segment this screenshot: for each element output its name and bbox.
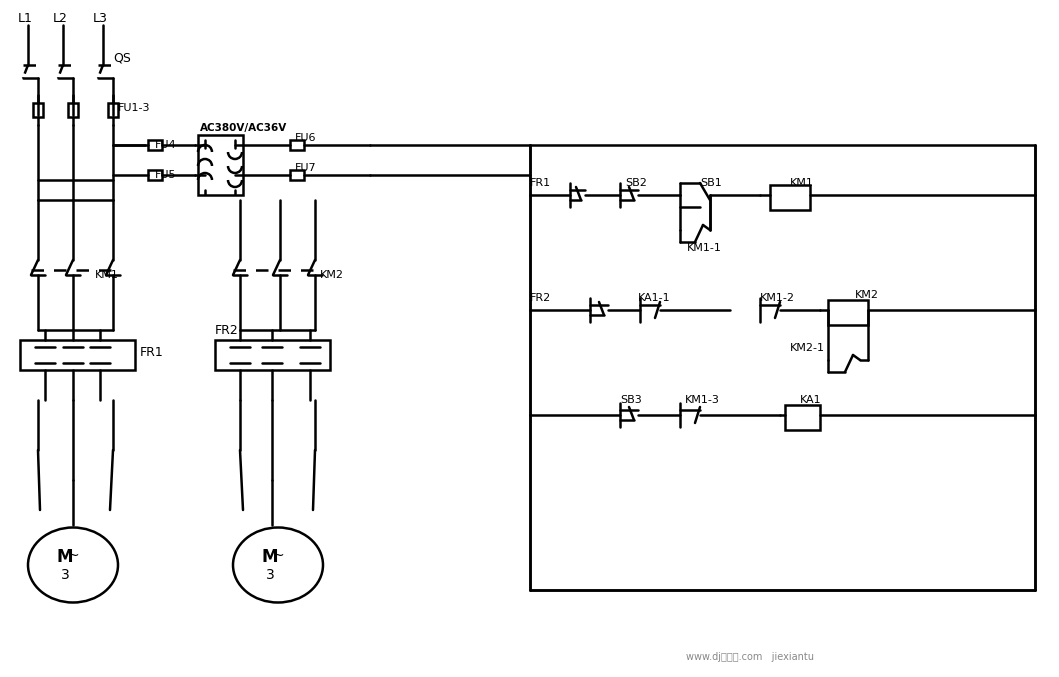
Text: KM1: KM1 — [95, 270, 119, 280]
Text: AC380V/AC36V: AC380V/AC36V — [200, 123, 287, 133]
Bar — [290, 140, 304, 150]
Text: FU5: FU5 — [155, 170, 177, 180]
Text: KM2: KM2 — [320, 270, 344, 280]
Text: KM1-2: KM1-2 — [760, 293, 795, 303]
Bar — [215, 340, 330, 370]
Bar — [108, 103, 118, 117]
Text: M: M — [57, 548, 73, 566]
Text: QS: QS — [113, 51, 131, 64]
Bar — [148, 140, 162, 150]
Text: SB1: SB1 — [700, 178, 722, 188]
Text: FR1: FR1 — [140, 345, 164, 359]
Text: KM2-1: KM2-1 — [790, 343, 825, 353]
Bar — [33, 103, 43, 117]
Text: 3: 3 — [266, 568, 274, 582]
Text: FR2: FR2 — [215, 324, 238, 336]
Text: SB3: SB3 — [620, 395, 642, 405]
Text: ∼: ∼ — [272, 548, 284, 562]
Text: KM1: KM1 — [790, 178, 814, 188]
Text: L1: L1 — [18, 12, 33, 24]
Bar — [290, 170, 304, 180]
Text: FU6: FU6 — [295, 133, 317, 143]
Text: L2: L2 — [53, 12, 68, 24]
Bar — [785, 405, 820, 430]
Text: SB2: SB2 — [625, 178, 647, 188]
Text: FR1: FR1 — [530, 178, 551, 188]
Text: FU7: FU7 — [295, 163, 317, 173]
Bar — [68, 103, 78, 117]
Bar — [198, 135, 243, 195]
Text: FU4: FU4 — [155, 140, 177, 150]
Text: KM1-1: KM1-1 — [687, 243, 722, 253]
Text: KA1-1: KA1-1 — [638, 293, 670, 303]
Text: KA1: KA1 — [800, 395, 822, 405]
Text: FU1-3: FU1-3 — [118, 103, 150, 113]
Text: KM1-3: KM1-3 — [685, 395, 720, 405]
Text: FR2: FR2 — [530, 293, 552, 303]
Text: L3: L3 — [93, 12, 108, 24]
Text: 3: 3 — [60, 568, 70, 582]
Text: ∼: ∼ — [67, 548, 78, 562]
Text: M: M — [262, 548, 279, 566]
Text: www.dj接线图.com   jiexiantu: www.dj接线图.com jiexiantu — [686, 652, 814, 662]
Bar — [828, 300, 868, 325]
Bar — [148, 170, 162, 180]
Bar — [20, 340, 134, 370]
Text: KM2: KM2 — [855, 290, 879, 300]
Bar — [770, 185, 810, 210]
